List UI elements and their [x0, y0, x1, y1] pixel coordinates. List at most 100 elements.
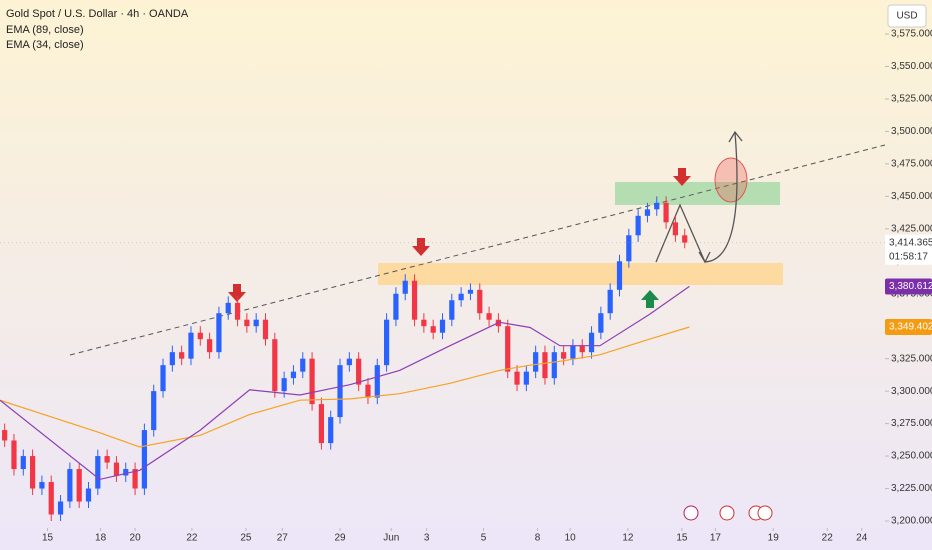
candle-body: [67, 469, 73, 502]
candle-body: [225, 302, 231, 314]
candle-body: [430, 326, 436, 333]
event-icon[interactable]: [683, 505, 699, 521]
x-tick-label: 19: [768, 533, 780, 544]
candle-body: [626, 235, 632, 262]
price-tag-label: 3,380.612: [889, 281, 932, 292]
candle-body: [523, 371, 529, 385]
candle-body: [467, 289, 474, 294]
candle-body: [318, 404, 324, 444]
up-arrow: [641, 290, 659, 308]
candle-body: [561, 352, 567, 359]
y-tick-label: 3,325.000: [891, 353, 932, 364]
price-tag: [885, 318, 932, 335]
down-arrow: [412, 238, 430, 256]
candle-body: [458, 293, 464, 301]
event-icon[interactable]: [757, 505, 773, 521]
x-tick-label: 22: [822, 533, 834, 544]
candle-body: [439, 319, 446, 333]
x-tick-label: 22: [186, 533, 198, 544]
candle-body: [169, 352, 175, 366]
candle-body: [411, 280, 418, 320]
countdown-label: 01:58:17: [889, 251, 928, 262]
y-tick-label: 3,250.000: [891, 451, 932, 462]
y-tick-label: 3,575.000: [891, 29, 932, 40]
candle-body: [588, 332, 595, 353]
x-tick-label: 24: [856, 533, 868, 544]
candle-body: [402, 280, 408, 294]
candle-body: [151, 391, 157, 431]
candle-body: [104, 456, 110, 463]
candle-body: [39, 482, 45, 489]
candle-body: [76, 469, 82, 502]
x-tick-label: 17: [710, 533, 722, 544]
candle-body: [2, 430, 8, 441]
x-tick-label: 29: [334, 533, 346, 544]
candle-body: [672, 222, 678, 236]
candle-body: [542, 352, 548, 379]
y-tick-label: 3,275.000: [891, 418, 932, 429]
candle-body: [85, 488, 92, 502]
candle-body: [337, 365, 343, 418]
candle-body: [123, 469, 129, 476]
y-tick-label: 3,225.000: [891, 483, 932, 494]
candle-body: [20, 456, 26, 470]
candle-body: [505, 326, 511, 372]
y-tick-label: 3,425.000: [891, 223, 932, 234]
x-tick-label: 12: [622, 533, 634, 544]
resistance-zone: [615, 182, 780, 205]
candle-body: [179, 352, 185, 359]
candle-body: [551, 352, 557, 379]
candle-body: [207, 339, 213, 353]
candle-body: [449, 300, 455, 320]
y-tick-label: 3,450.000: [891, 191, 932, 202]
candle-body: [616, 261, 623, 290]
y-tick-label: 3,500.000: [891, 126, 932, 137]
candle-body: [346, 358, 352, 366]
y-tick-label: 3,300.000: [891, 386, 932, 397]
candle-body: [644, 209, 651, 216]
candle-body: [216, 313, 222, 353]
projection-arrow: [704, 130, 743, 263]
price-tag-label: 3,349.402: [889, 322, 932, 333]
x-tick-label: 5: [481, 533, 487, 544]
candle-body: [30, 456, 36, 489]
candle-body: [328, 417, 334, 444]
candle-body: [421, 319, 427, 327]
candle-body: [579, 345, 585, 353]
candle-body: [141, 430, 147, 489]
candle-body: [253, 319, 259, 327]
last-price-box: [885, 234, 932, 265]
candle-body: [160, 365, 166, 392]
legend-entry: EMA (89, close): [6, 24, 84, 36]
ema-line: [0, 326, 690, 448]
down-arrow: [228, 284, 246, 302]
candle-body: [477, 289, 483, 314]
candle-body: [533, 352, 539, 372]
y-tick-label: 3,200.000: [891, 516, 932, 527]
candle-body: [11, 440, 17, 470]
candle-body: [654, 202, 660, 210]
currency-button[interactable]: [887, 4, 927, 28]
candle-body: [290, 371, 297, 379]
candle-body: [188, 332, 194, 359]
chart-title: Gold Spot / U.S. Dollar · 4h · OANDA: [6, 8, 189, 20]
candle-body: [374, 365, 380, 398]
candle-body: [635, 215, 641, 236]
x-tick-label: 25: [240, 533, 252, 544]
down-arrow: [673, 168, 691, 186]
candle-body: [113, 462, 120, 476]
candle-body: [48, 482, 54, 515]
event-icon[interactable]: [719, 505, 735, 521]
currency-label[interactable]: USD: [896, 11, 917, 22]
candle-body: [262, 319, 269, 340]
candle-body: [356, 358, 362, 385]
last-price-label: 3,414.365: [889, 237, 932, 248]
projection-path: [655, 203, 706, 263]
candle-body: [682, 235, 688, 243]
candle-body: [570, 345, 576, 359]
x-tick-label: 10: [565, 533, 577, 544]
y-tick-label: 3,475.000: [891, 159, 932, 170]
candle-body: [514, 371, 520, 385]
candle-body: [132, 469, 138, 489]
